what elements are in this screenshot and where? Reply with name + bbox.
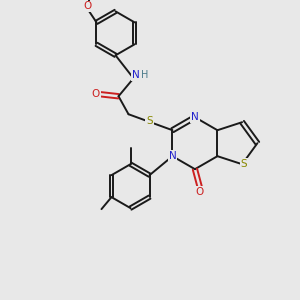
Text: O: O — [196, 187, 204, 196]
Text: H: H — [141, 70, 148, 80]
Text: O: O — [92, 89, 100, 99]
Text: N: N — [191, 112, 199, 122]
Text: S: S — [146, 116, 153, 126]
Text: S: S — [241, 159, 247, 169]
Text: N: N — [169, 151, 176, 161]
Text: O: O — [83, 2, 92, 11]
Text: N: N — [132, 70, 140, 80]
